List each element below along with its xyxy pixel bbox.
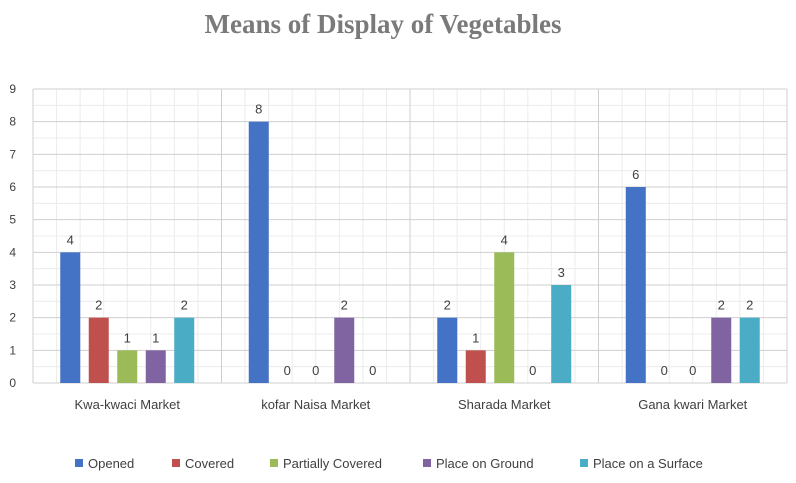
y-tick-label: 1 — [9, 343, 16, 357]
data-label: 0 — [284, 363, 291, 378]
legend-swatch — [580, 459, 588, 467]
x-tick-label: Kwa-kwaci Market — [75, 397, 181, 412]
legend-swatch — [270, 459, 278, 467]
data-label: 0 — [661, 363, 668, 378]
data-label: 4 — [501, 232, 508, 247]
legend-label: Covered — [185, 456, 234, 471]
legend-label: Place on Ground — [436, 456, 534, 471]
bars: 4 2 1 1 2 8 0 0 2 0 2 1 4 0 3 6 0 0 2 2 — [60, 102, 760, 384]
y-tick-label: 8 — [9, 115, 16, 129]
legend-label: Place on a Surface — [593, 456, 703, 471]
bar — [711, 317, 732, 383]
x-axis: Kwa-kwaci Market kofar Naisa Market Sharad… — [75, 397, 748, 412]
bar — [117, 350, 138, 383]
bar — [437, 317, 458, 383]
legend: Opened Covered Partially Covered Place on G… — [75, 456, 703, 471]
data-label: 1 — [152, 330, 159, 345]
data-label: 3 — [558, 265, 565, 280]
bar — [494, 252, 515, 383]
chart-title: Means of Display of Vegetables — [205, 9, 562, 39]
legend-label: Opened — [88, 456, 134, 471]
bar — [465, 350, 486, 383]
x-tick-label: Gana kwari Market — [638, 397, 747, 412]
y-tick-label: 0 — [9, 376, 16, 390]
x-tick-label: kofar Naisa Market — [261, 397, 370, 412]
data-label: 0 — [312, 363, 319, 378]
bar — [248, 121, 269, 384]
data-label: 4 — [67, 232, 74, 247]
legend-swatch — [423, 459, 431, 467]
y-tick-label: 3 — [9, 278, 16, 292]
data-label: 0 — [529, 363, 536, 378]
bar — [739, 317, 760, 383]
data-label: 8 — [255, 102, 262, 117]
y-tick-label: 2 — [9, 311, 16, 325]
data-label: 2 — [95, 298, 102, 313]
y-tick-label: 7 — [9, 147, 16, 161]
plot-grid — [32, 88, 788, 384]
data-label: 2 — [341, 298, 348, 313]
y-tick-label: 6 — [9, 180, 16, 194]
data-label: 1 — [124, 330, 131, 345]
y-tick-label: 5 — [9, 213, 16, 227]
data-label: 2 — [181, 298, 188, 313]
bar — [551, 285, 572, 383]
y-tick-label: 9 — [9, 82, 16, 96]
x-tick-label: Sharada Market — [458, 397, 551, 412]
bar — [174, 317, 195, 383]
data-label: 2 — [746, 298, 753, 313]
bar — [334, 317, 355, 383]
y-axis: 0 1 2 3 4 5 6 7 8 9 — [9, 82, 16, 390]
data-label: 2 — [444, 298, 451, 313]
bar — [145, 350, 166, 383]
legend-swatch — [172, 459, 180, 467]
data-label: 0 — [689, 363, 696, 378]
data-label: 0 — [369, 363, 376, 378]
bar — [625, 187, 646, 383]
bar — [60, 252, 81, 383]
data-label: 1 — [472, 330, 479, 345]
data-label: 6 — [632, 167, 639, 182]
y-tick-label: 4 — [9, 245, 16, 259]
bar — [88, 317, 109, 383]
legend-label: Partially Covered — [283, 456, 382, 471]
data-label: 2 — [718, 298, 725, 313]
legend-swatch — [75, 459, 83, 467]
